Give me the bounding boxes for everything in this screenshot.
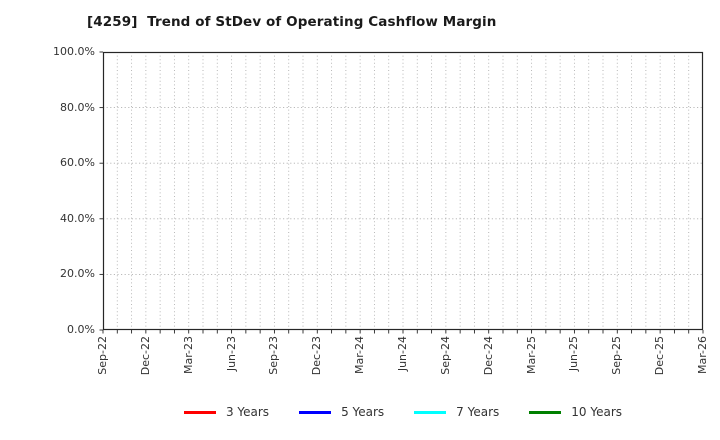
x-tick-label: Dec-23	[310, 336, 324, 376]
x-tick-label: Dec-22	[138, 336, 152, 376]
x-tick-label: Jun-23	[224, 336, 238, 372]
legend-item: 5 Years	[299, 404, 384, 420]
x-tick-label: Jun-25	[567, 336, 581, 372]
y-tick-label: 0.0%	[67, 323, 95, 336]
y-tick-label: 20.0%	[60, 267, 95, 281]
legend-line-swatch	[299, 410, 332, 414]
x-tick-label: Mar-26	[696, 336, 709, 375]
x-tick-label: Mar-24	[353, 336, 367, 375]
plot-border	[102, 51, 704, 331]
x-tick-label: Sep-25	[610, 336, 624, 375]
x-tick-label: Dec-24	[481, 336, 495, 376]
legend-label: 10 Years	[571, 405, 623, 419]
x-tick-label: Jun-24	[396, 336, 409, 372]
legend-label: 5 Years	[341, 405, 385, 419]
x-tick-label: Sep-23	[267, 336, 281, 375]
legend-line-swatch	[414, 410, 447, 414]
legend: 3 Years 5 Years 7 Years 10 Years	[103, 403, 703, 421]
y-tick-label: 80.0%	[60, 100, 95, 114]
legend-line-swatch	[183, 410, 216, 414]
x-tick-label: Dec-25	[653, 336, 667, 376]
y-tick-label: 40.0%	[60, 211, 95, 225]
x-tick-label: Sep-24	[438, 336, 452, 375]
legend-label: 3 Years	[225, 405, 270, 419]
legend-item: 10 Years	[529, 404, 622, 420]
legend-item: 3 Years	[183, 404, 270, 420]
y-tick-label: 100.0%	[53, 45, 95, 58]
x-tick-label: Mar-25	[524, 336, 538, 375]
legend-item: 7 Years	[414, 404, 499, 420]
legend-line-swatch	[529, 410, 562, 414]
x-tick-label: Sep-22	[96, 336, 109, 375]
y-tick-label: 60.0%	[60, 156, 95, 170]
legend-label: 7 Years	[456, 405, 500, 419]
chart-title: [4259] Trend of StDev of Operating Cashf…	[87, 14, 497, 30]
x-tick-label: Mar-23	[181, 336, 195, 375]
